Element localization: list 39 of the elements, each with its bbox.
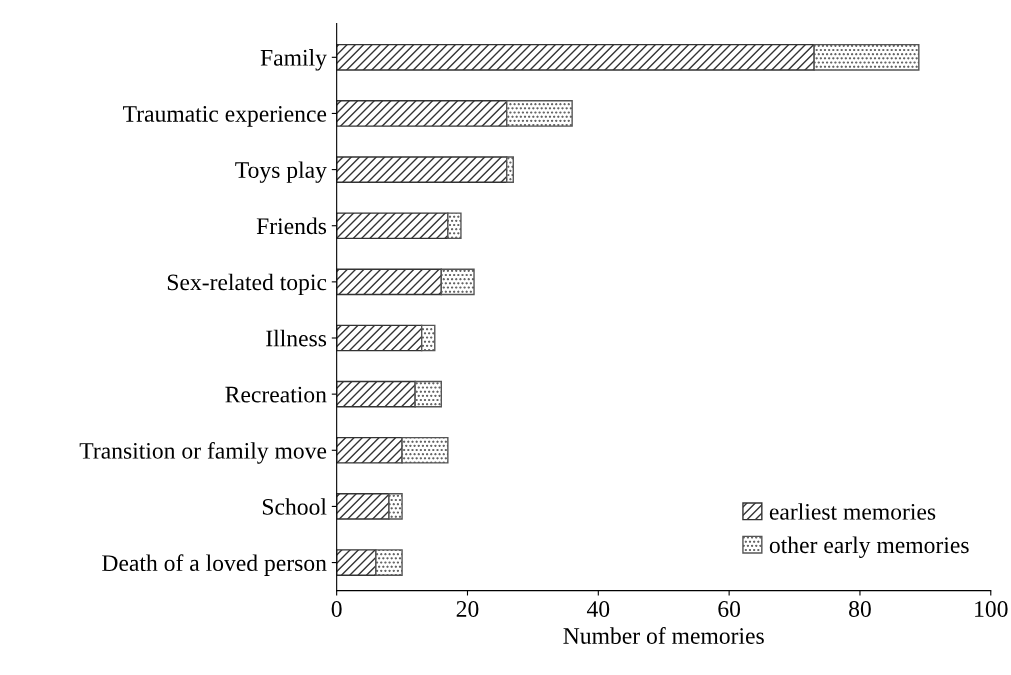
x-tick-label: 40 bbox=[586, 601, 610, 617]
y-tick-label: Illness bbox=[266, 329, 327, 347]
bar bbox=[336, 212, 449, 240]
y-tick-label: Recreation bbox=[225, 386, 327, 403]
y-tick-label: Family bbox=[260, 49, 327, 71]
y-tick-label: School bbox=[262, 498, 327, 515]
x-tick-label: 60 bbox=[718, 601, 741, 617]
legend-label: earliest memories bbox=[769, 503, 936, 520]
bar bbox=[506, 156, 514, 183]
bar bbox=[336, 43, 815, 71]
x-axis-title: Number of memories bbox=[563, 627, 764, 644]
x-tick-label: 0 bbox=[331, 601, 342, 617]
bar bbox=[401, 436, 449, 464]
y-tick-label: Toys play bbox=[235, 161, 327, 183]
bar bbox=[336, 268, 443, 296]
bar bbox=[336, 324, 423, 352]
bar bbox=[421, 324, 436, 352]
bar bbox=[336, 156, 508, 183]
y-tick-label: Traumatic experience bbox=[123, 106, 327, 127]
y-tick-label: Sex-related topic bbox=[167, 273, 327, 296]
bar bbox=[336, 436, 403, 464]
y-tick-label: Friends bbox=[256, 217, 327, 235]
bar bbox=[813, 43, 920, 71]
bar bbox=[336, 100, 508, 127]
bar bbox=[375, 549, 403, 576]
x-tick-label: 80 bbox=[849, 601, 871, 617]
x-tick-label: 100 bbox=[975, 601, 1008, 617]
y-tick-label: Transition or family move bbox=[79, 441, 327, 464]
bar bbox=[336, 493, 390, 520]
x-tick-label: 20 bbox=[456, 601, 479, 617]
legend-label: other early memories bbox=[769, 536, 969, 559]
bar bbox=[440, 268, 475, 296]
bar bbox=[414, 380, 443, 408]
bar bbox=[336, 380, 416, 408]
bar bbox=[506, 100, 573, 127]
bar bbox=[336, 549, 377, 576]
bar bbox=[388, 493, 403, 520]
bar bbox=[447, 212, 462, 240]
y-tick-label: Death of a loved person bbox=[102, 554, 327, 576]
